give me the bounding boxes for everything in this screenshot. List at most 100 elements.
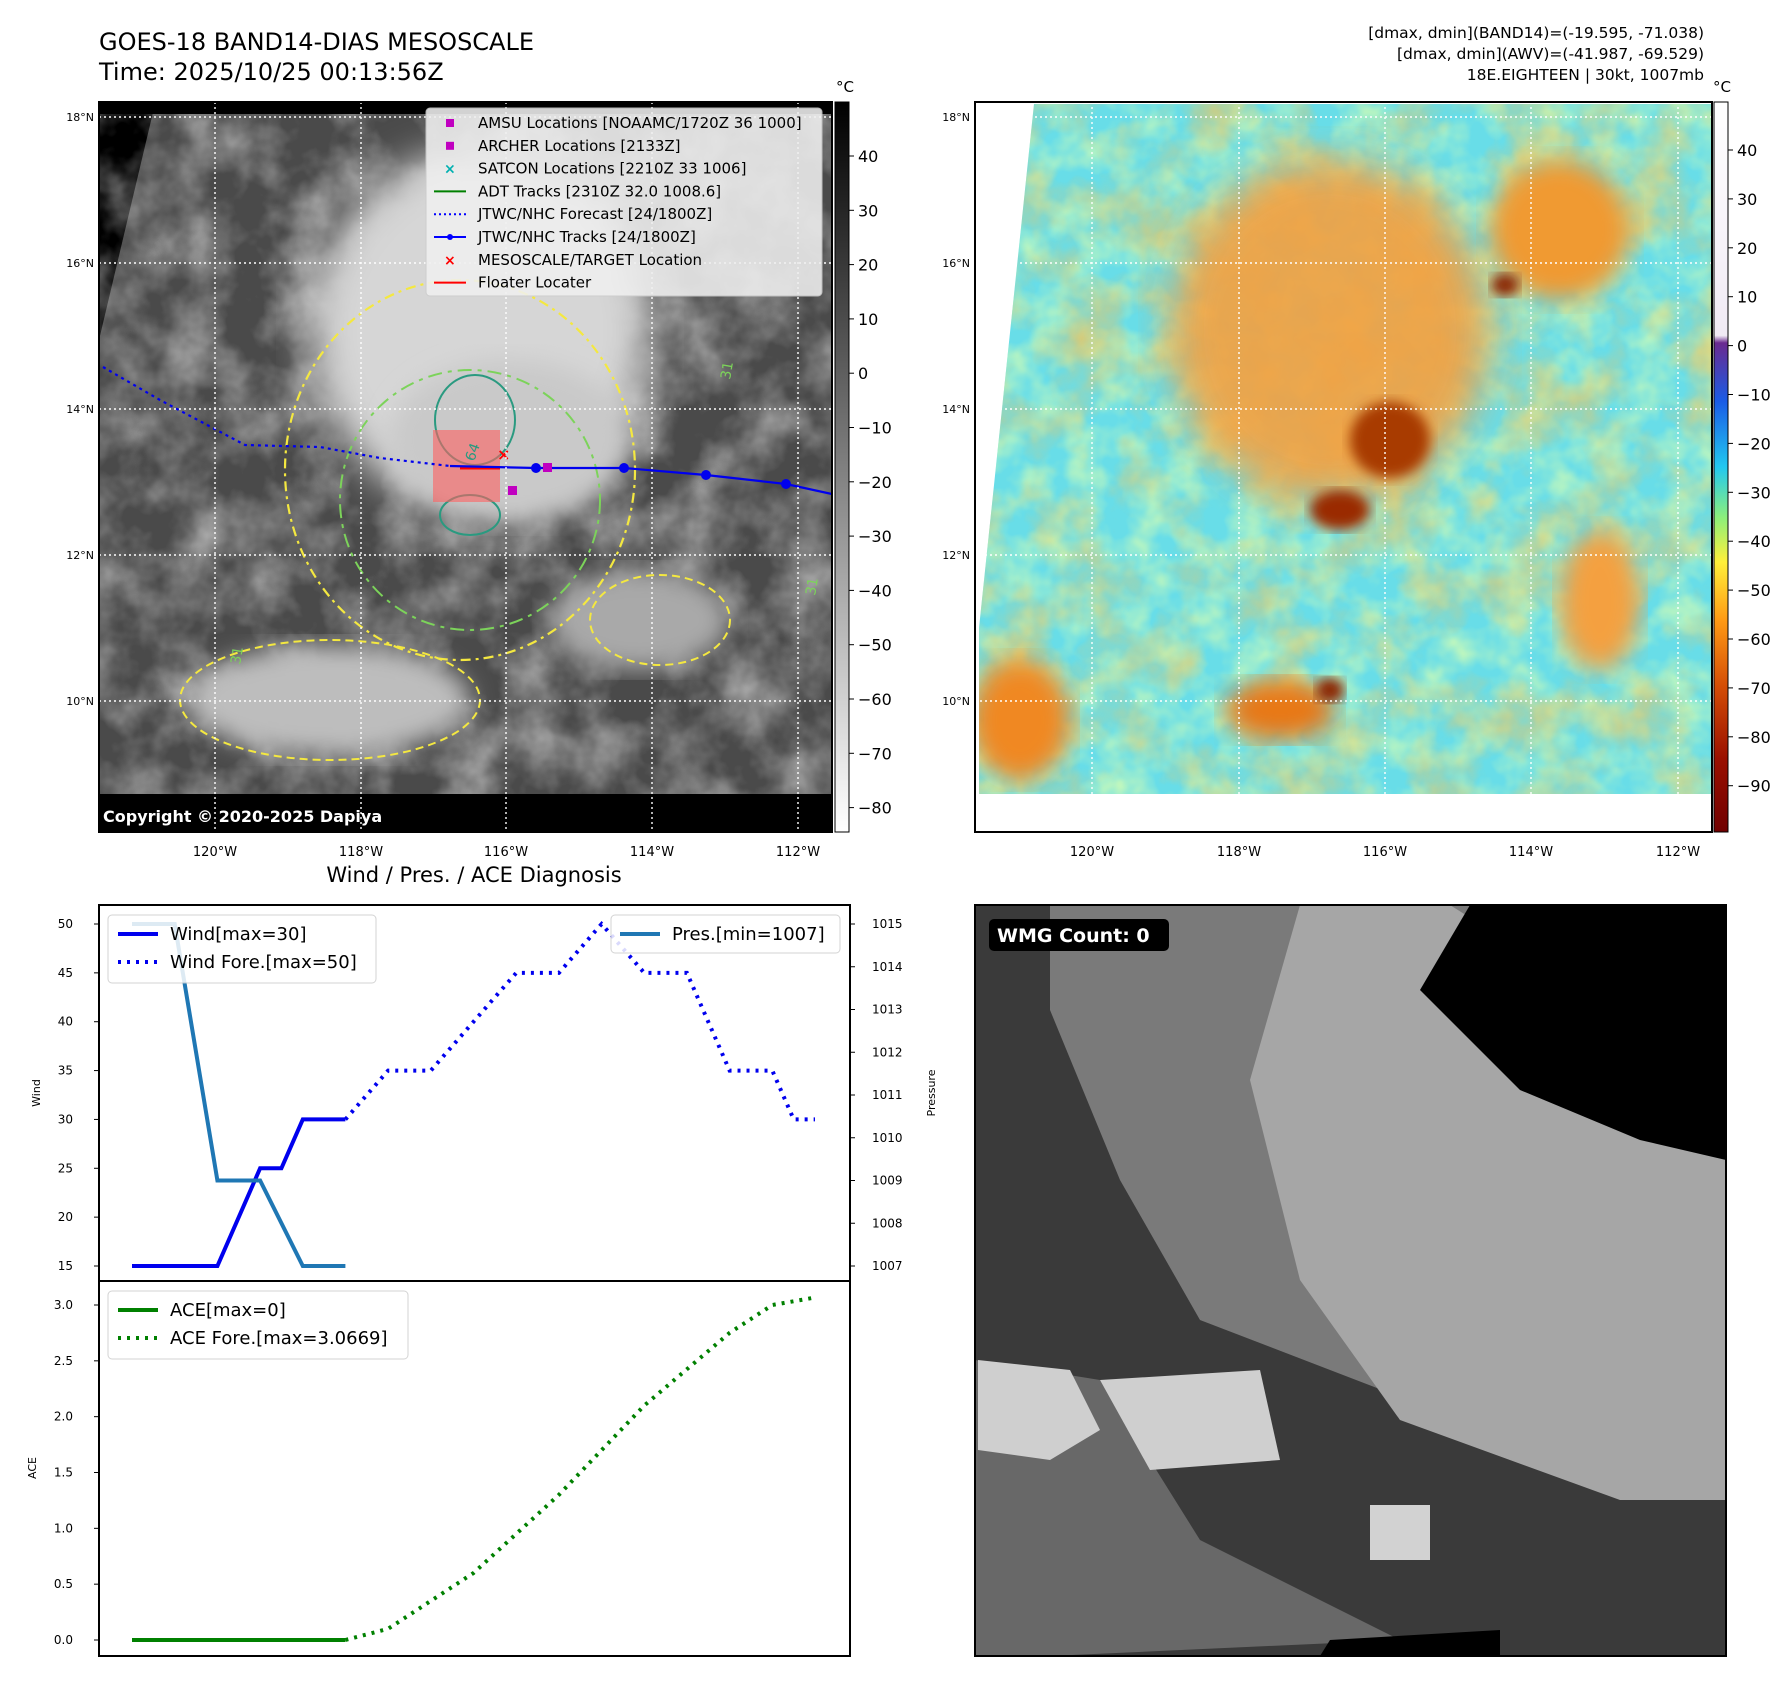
gray-tick-label: 0 <box>858 364 868 383</box>
lat-label: 18°N <box>66 111 94 124</box>
ace-tick-label: 1.5 <box>54 1466 73 1480</box>
legend-item-label: SATCON Locations [2210Z 33 1006] <box>478 160 746 178</box>
gray-tick-label: −10 <box>858 419 892 438</box>
wind-fore-legend-label: Wind Fore.[max=50] <box>170 952 357 973</box>
color-ne-convection <box>1490 160 1630 300</box>
color-tick-label: 0 <box>1737 337 1747 356</box>
track-point <box>531 463 541 473</box>
wind-tick-label: 40 <box>58 1015 73 1029</box>
color-central-convection <box>1170 160 1490 500</box>
color-tick-label: −10 <box>1737 386 1771 405</box>
color-tick-label: −80 <box>1737 728 1771 747</box>
color-gridlines <box>975 102 1712 832</box>
legend-marker-icon <box>446 141 454 150</box>
ir-color-map: 18°N 16°N 14°N 12°N 10°N 120°W 118°W 116°W 114°… <box>942 101 1713 860</box>
legend-item-label: ARCHER Locations [2133Z] <box>478 137 681 155</box>
ace-legend-box <box>107 1290 409 1360</box>
ace-tick-label: 1.0 <box>54 1521 73 1535</box>
wind-tick-label: 50 <box>58 917 73 931</box>
color-colorbar-unit: °C <box>1713 78 1731 96</box>
ace-tick-label: 2.5 <box>54 1354 73 1368</box>
pressure-tick-label: 1015 <box>872 917 903 931</box>
color-tick-label: −40 <box>1737 532 1771 551</box>
lon-label: 118°W <box>339 845 383 860</box>
south-convection-band <box>190 645 470 755</box>
color-cold-core <box>1350 402 1430 478</box>
gray-tick-label: −50 <box>858 636 892 655</box>
color-tick-label: 40 <box>1737 141 1757 160</box>
legend-item-label: AMSU Locations [NOAAMC/1720Z 36 1000] <box>478 114 802 132</box>
pres-legend: Pres.[min=1007] <box>610 914 841 954</box>
wind-tick-label: 15 <box>58 1259 73 1273</box>
lon-label: 112°W <box>776 845 820 860</box>
pressure-tick-label: 1012 <box>872 1045 903 1059</box>
lat-label: 14°N <box>942 403 970 416</box>
pres-legend-label: Pres.[min=1007] <box>672 924 825 945</box>
band14-range: [dmax, dmin](BAND14)=(-19.595, -71.038) <box>1368 24 1704 42</box>
contour-ring <box>339 369 601 631</box>
diagnosis-panel: Wind / Pres. / ACE Diagnosis Wind Pressu… <box>26 863 938 1657</box>
legend-box <box>425 107 823 297</box>
color-tick-label: −90 <box>1737 777 1771 796</box>
gray-tick-label: −70 <box>858 744 892 763</box>
lon-label: 112°W <box>1656 845 1700 860</box>
forecast-track <box>102 366 451 468</box>
gray-tick-label: 40 <box>858 147 878 166</box>
lon-label: 116°W <box>1363 845 1407 860</box>
wmg-bright-patch <box>1100 1370 1280 1470</box>
legend-item-label: JTWC/NHC Tracks [24/1800Z] <box>477 228 696 246</box>
ace-legend: ACE[max=0] ACE Fore.[max=3.0669] <box>107 1290 409 1360</box>
color-tick-label: −30 <box>1737 483 1771 502</box>
wmg-light-patch <box>1600 1170 1700 1290</box>
awv-range: [dmax, dmin](AWV)=(-41.987, -69.529) <box>1397 45 1704 63</box>
ace-legend-label: ACE[max=0] <box>170 1300 286 1321</box>
header: GOES-18 BAND14-DIAS MESOSCALE Time: 2025… <box>98 24 1704 86</box>
gray-tick-label: −20 <box>858 473 892 492</box>
contour-label: 31 <box>803 576 822 596</box>
wmg-bright-patch <box>1370 1505 1430 1560</box>
wind-tick-label: 45 <box>58 966 73 980</box>
gray-colorbar-unit: °C <box>836 78 854 96</box>
wmg-frame <box>974 904 1727 1657</box>
gray-tick-label: −40 <box>858 581 892 600</box>
legend-marker-icon <box>446 119 454 127</box>
wmg-bright-patch <box>978 1360 1100 1460</box>
archer-marker <box>508 486 517 495</box>
best-track <box>449 464 832 496</box>
wind-forecast-line <box>343 920 815 1122</box>
color-cold-core <box>1491 274 1519 296</box>
legend-dot-icon <box>447 234 453 240</box>
legend-item-label: ADT Tracks [2310Z 32.0 1008.6] <box>478 182 721 200</box>
ace-ylabel: ACE <box>26 1457 39 1479</box>
legend-item-label: MESOSCALE/TARGET Location <box>478 251 702 269</box>
pres-legend-box <box>610 914 841 954</box>
contour-label: 64 <box>463 441 484 463</box>
wind-ylabel: Wind <box>30 1079 43 1107</box>
pressure-tick-label: 1011 <box>872 1088 903 1102</box>
pressure-tick-label: 1008 <box>872 1216 903 1230</box>
target-marker: × <box>497 445 510 464</box>
track-point <box>619 463 629 473</box>
ace-tick-label: 2.0 <box>54 1410 73 1424</box>
lat-label: 12°N <box>942 549 970 562</box>
color-tick-label: −50 <box>1737 581 1771 600</box>
lon-label: 120°W <box>1070 845 1114 860</box>
southeast-convection <box>550 570 730 670</box>
gray-tick-label: 20 <box>858 256 878 275</box>
pressure-tick-label: 1013 <box>872 1003 903 1017</box>
diagnosis-title: Wind / Pres. / ACE Diagnosis <box>326 863 621 887</box>
lat-label: 18°N <box>942 111 970 124</box>
legend-item-label: JTWC/NHC Forecast [24/1800Z] <box>477 205 712 223</box>
track-point <box>781 479 791 489</box>
figure-time: Time: 2025/10/25 00:13:56Z <box>98 58 444 86</box>
color-sw-convection <box>979 660 1070 780</box>
contour-label: 31 <box>228 645 247 665</box>
amsu-marker <box>543 463 552 472</box>
pressure-tick-label: 1010 <box>872 1131 903 1145</box>
wmg-black-region <box>1420 905 1726 1160</box>
color-tick-label: 30 <box>1737 190 1757 209</box>
wmg-count-label: WMG Count: 0 <box>997 925 1150 947</box>
pressure-tick-label: 1007 <box>872 1259 903 1273</box>
